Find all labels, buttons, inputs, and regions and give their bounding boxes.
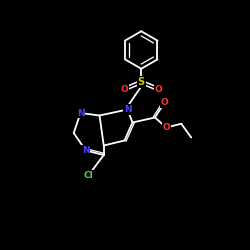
Text: Cl: Cl (84, 170, 94, 179)
Text: O: O (120, 85, 128, 94)
Text: S: S (138, 77, 145, 87)
Text: N: N (82, 146, 90, 155)
Text: O: O (160, 98, 168, 107)
Text: N: N (77, 108, 84, 118)
Text: O: O (154, 85, 162, 94)
Text: N: N (124, 105, 131, 114)
Text: O: O (162, 123, 170, 132)
